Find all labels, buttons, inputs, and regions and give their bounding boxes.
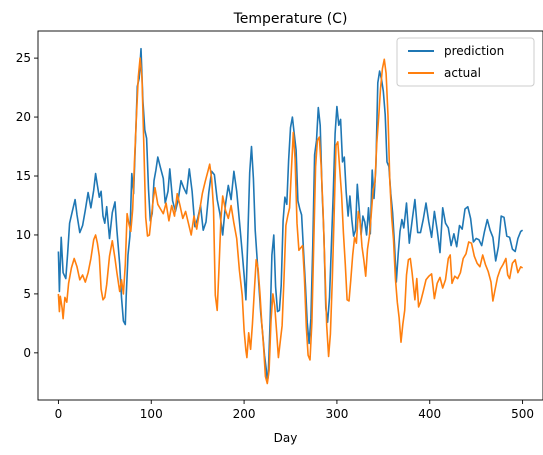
y-tick-label: 20	[16, 110, 31, 124]
chart-title: Temperature (C)	[233, 11, 348, 27]
legend-label-prediction: prediction	[444, 44, 504, 58]
y-tick-label: 0	[23, 346, 31, 360]
y-axis: 0 5 10 15 20 25	[16, 51, 38, 360]
x-tick-label: 500	[511, 407, 534, 421]
y-tick-label: 10	[16, 228, 31, 242]
y-tick-label: 5	[23, 287, 31, 301]
x-tick-label: 200	[233, 407, 256, 421]
x-tick-label: 0	[55, 407, 63, 421]
x-tick-label: 100	[140, 407, 163, 421]
legend: prediction actual	[396, 37, 535, 87]
y-tick-label: 15	[16, 169, 31, 183]
plot-area	[57, 47, 524, 385]
x-axis-label: Day	[274, 431, 298, 445]
series-line-actual	[57, 57, 524, 385]
x-tick-label: 400	[418, 407, 441, 421]
y-tick-label: 25	[16, 51, 31, 65]
x-tick-label: 300	[325, 407, 348, 421]
x-axis: 0 100 200 300 400 500	[55, 400, 534, 421]
plot-frame	[37, 30, 543, 401]
legend-label-actual: actual	[444, 66, 481, 80]
